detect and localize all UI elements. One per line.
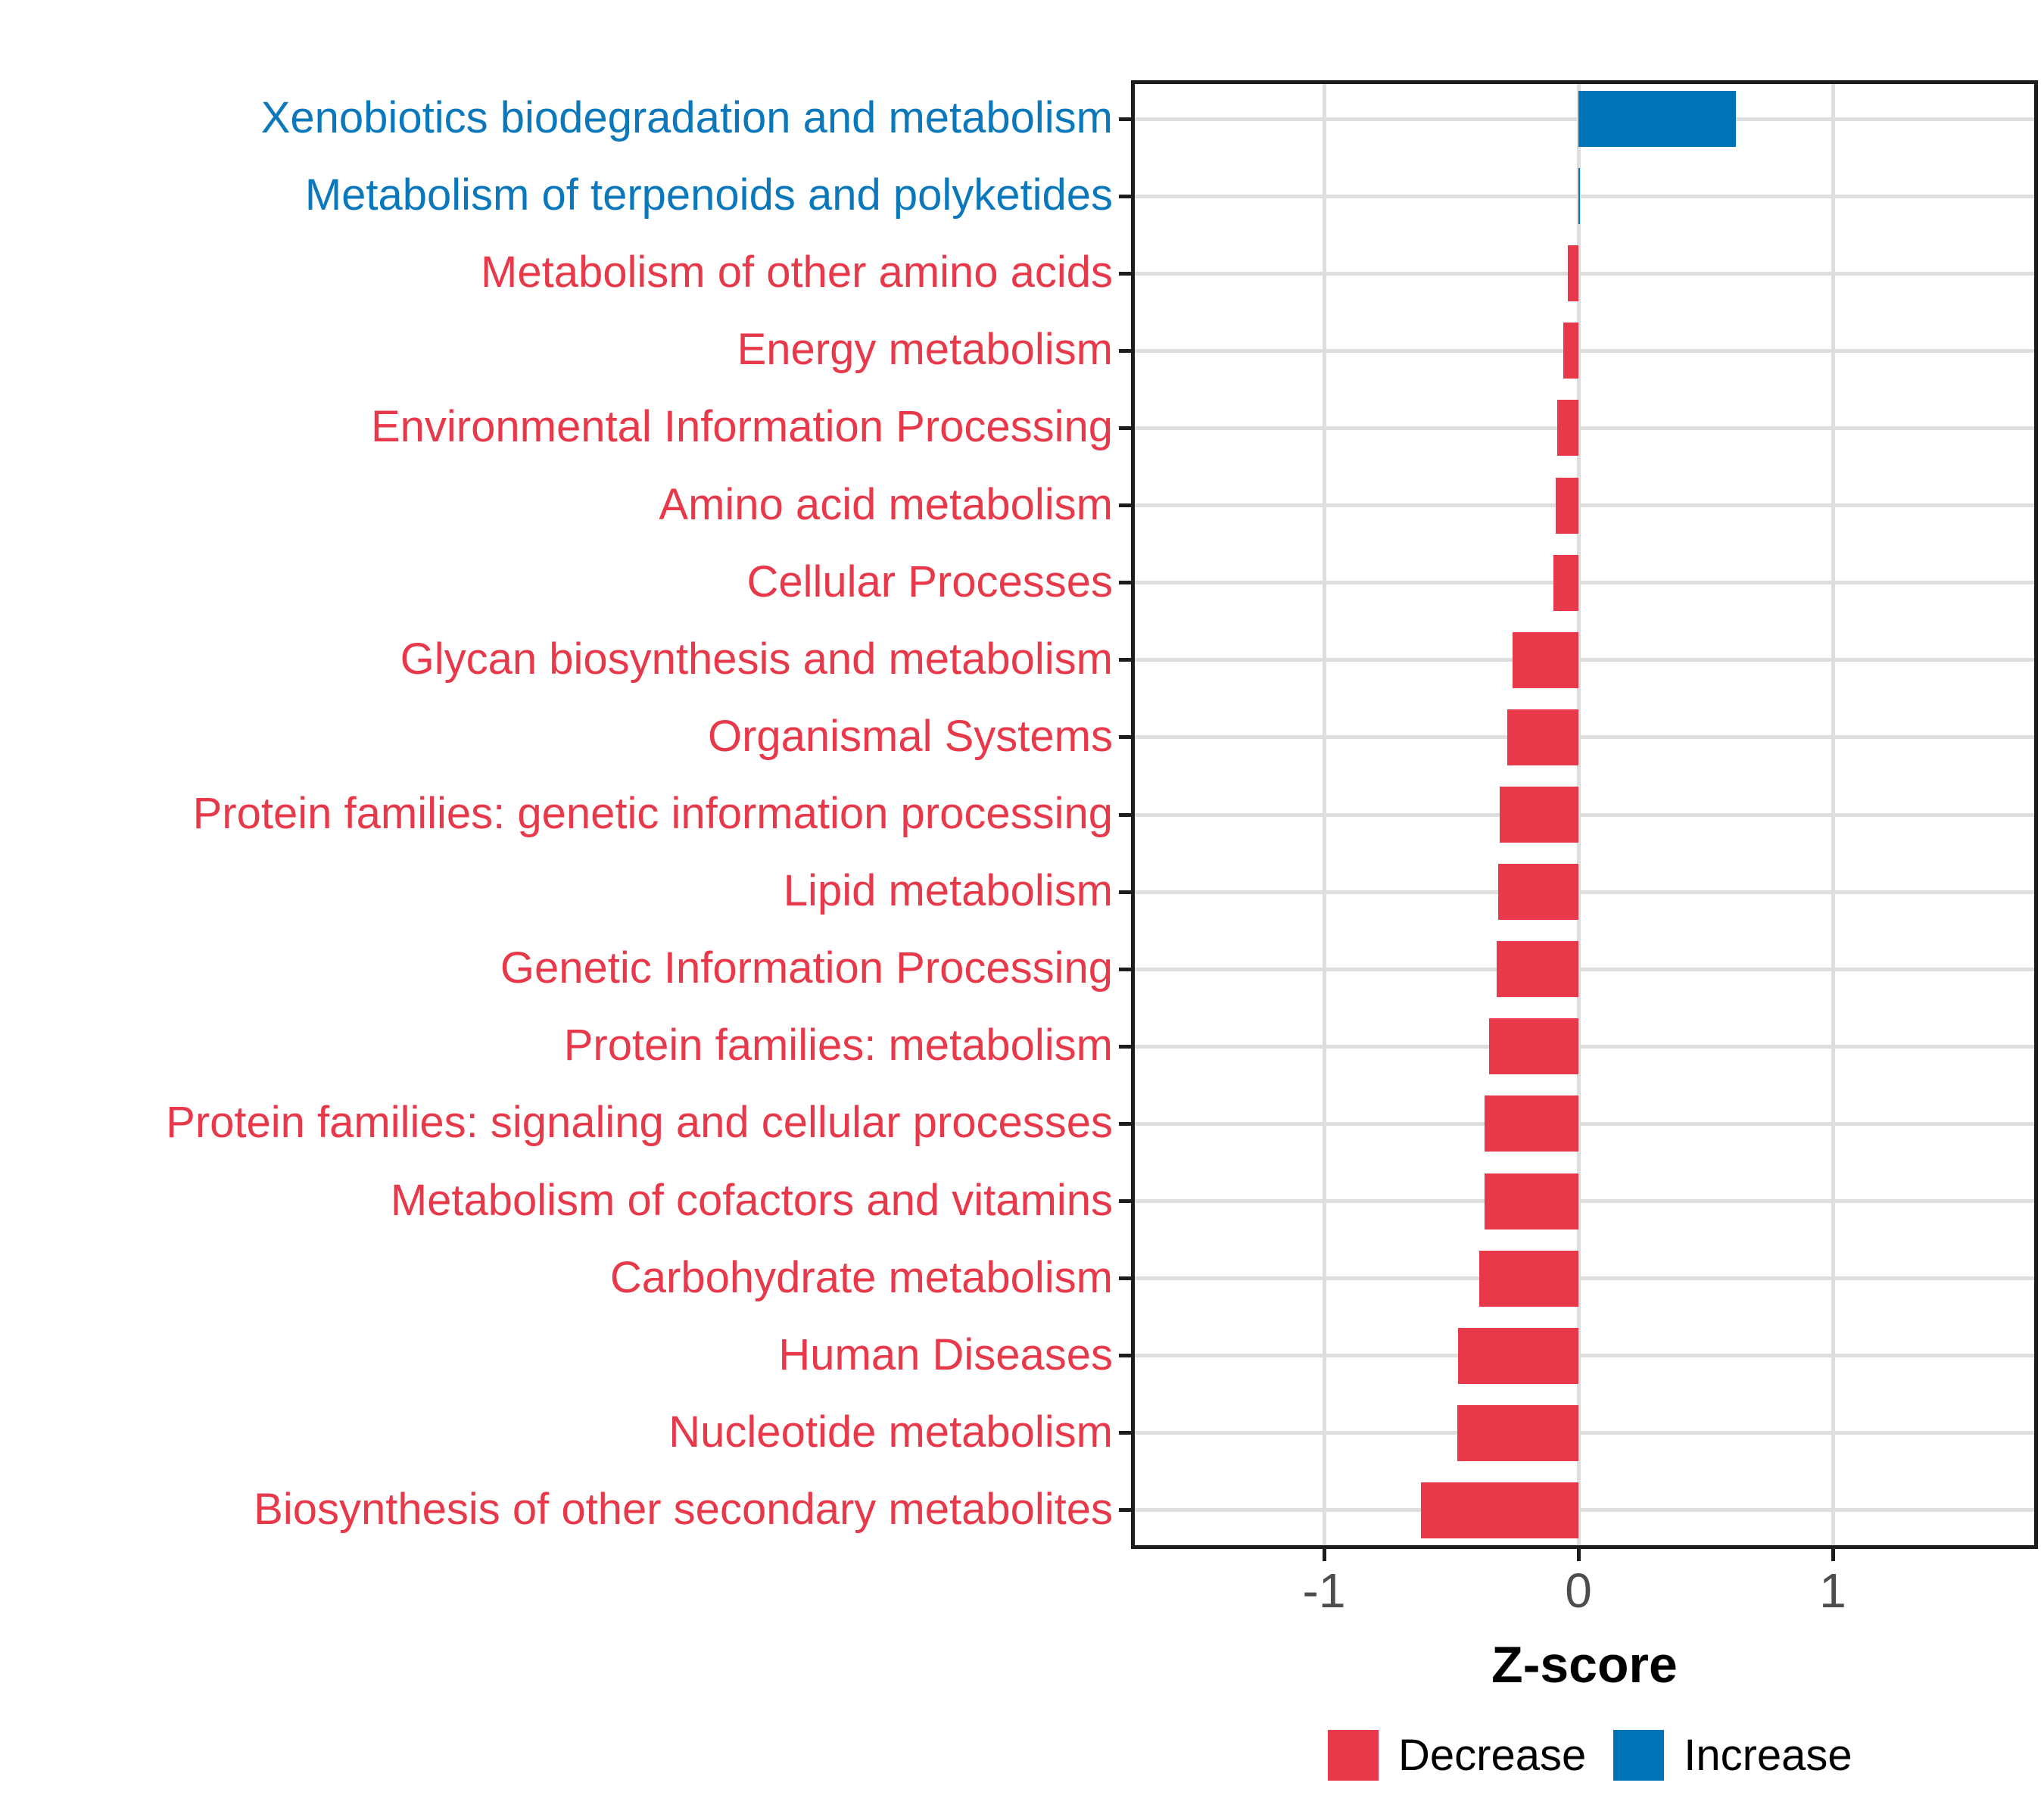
y-axis-label: Xenobiotics biodegradation and metabolis… xyxy=(260,92,1113,142)
gridline-horizontal xyxy=(1131,1199,2038,1204)
y-axis-tick xyxy=(1119,658,1131,662)
bar xyxy=(1556,477,1578,534)
bar xyxy=(1563,323,1578,379)
y-axis-tick xyxy=(1119,503,1131,508)
gridline-horizontal xyxy=(1131,1354,2038,1358)
y-axis-tick xyxy=(1119,1354,1131,1358)
bar xyxy=(1478,1250,1578,1307)
bar xyxy=(1498,864,1578,921)
y-axis-label: Amino acid metabolism xyxy=(659,479,1113,529)
gridline-horizontal xyxy=(1131,890,2038,894)
y-axis-label: Organismal Systems xyxy=(707,711,1113,761)
bar xyxy=(1567,245,1578,302)
gridline-horizontal xyxy=(1131,1431,2038,1435)
bar xyxy=(1497,941,1578,998)
y-axis-label: Biosynthesis of other secondary metaboli… xyxy=(254,1484,1113,1534)
bar xyxy=(1557,400,1578,457)
gridline-horizontal xyxy=(1131,967,2038,971)
y-axis-tick xyxy=(1119,271,1131,276)
bar xyxy=(1420,1482,1578,1538)
y-axis-label: Protein families: signaling and cellular… xyxy=(166,1098,1113,1148)
y-axis-tick xyxy=(1119,890,1131,894)
y-axis-label: Carbohydrate metabolism xyxy=(609,1252,1113,1302)
y-axis-label: Protein families: metabolism xyxy=(563,1021,1113,1071)
y-axis-label: Nucleotide metabolism xyxy=(668,1407,1113,1457)
y-axis-label: Energy metabolism xyxy=(737,325,1113,375)
legend-label-decrease: Decrease xyxy=(1398,1731,1587,1780)
gridline-horizontal xyxy=(1131,1121,2038,1126)
x-axis-tick-label: -1 xyxy=(1302,1563,1346,1618)
gridline-horizontal xyxy=(1131,812,2038,817)
y-axis-label: Protein families: genetic information pr… xyxy=(192,788,1113,838)
gridline-horizontal xyxy=(1131,581,2038,585)
legend: Decrease Increase xyxy=(1328,1730,1852,1781)
gridline-horizontal xyxy=(1131,425,2038,430)
legend-label-increase: Increase xyxy=(1684,1731,1852,1780)
x-axis-tick xyxy=(1831,1549,1835,1561)
y-axis-label: Metabolism of terpenoids and polyketides xyxy=(304,170,1113,220)
gridline-horizontal xyxy=(1131,1044,2038,1049)
y-axis-label: Metabolism of cofactors and vitamins xyxy=(390,1175,1113,1225)
bar xyxy=(1457,1404,1578,1461)
y-axis-tick xyxy=(1119,1276,1131,1281)
gridline-horizontal xyxy=(1131,271,2038,276)
x-axis-tick xyxy=(1576,1549,1581,1561)
bar xyxy=(1499,787,1578,843)
x-axis-tick-label: 0 xyxy=(1565,1563,1592,1618)
gridline-horizontal xyxy=(1131,503,2038,508)
bar xyxy=(1484,1095,1578,1152)
bar xyxy=(1458,1327,1578,1384)
legend-swatch-increase xyxy=(1613,1730,1665,1781)
bar xyxy=(1484,1173,1578,1230)
y-axis-tick xyxy=(1119,967,1131,971)
gridline-horizontal xyxy=(1131,735,2038,740)
y-axis-tick xyxy=(1119,1044,1131,1049)
y-axis-tick xyxy=(1119,735,1131,740)
y-axis-tick xyxy=(1119,194,1131,198)
y-axis-label: Glycan biosynthesis and metabolism xyxy=(400,634,1113,684)
gridline-horizontal xyxy=(1131,194,2038,198)
gridline-horizontal xyxy=(1131,1508,2038,1513)
y-axis-tick xyxy=(1119,1508,1131,1513)
bar xyxy=(1489,1018,1578,1075)
y-axis-label: Genetic Information Processing xyxy=(500,943,1113,993)
gridline-horizontal xyxy=(1131,348,2038,353)
x-axis-tick-label: 1 xyxy=(1819,1563,1846,1618)
bar xyxy=(1578,91,1737,148)
y-axis-tick xyxy=(1119,1431,1131,1435)
y-axis-label: Environmental Information Processing xyxy=(370,402,1113,452)
y-axis-tick xyxy=(1119,812,1131,817)
bar xyxy=(1507,709,1578,765)
y-axis-tick xyxy=(1119,1199,1131,1204)
bar xyxy=(1578,168,1581,225)
x-axis-title: Z-score xyxy=(1491,1636,1678,1694)
x-axis-tick xyxy=(1322,1549,1326,1561)
y-axis-label: Cellular Processes xyxy=(746,556,1113,606)
y-axis-label: Metabolism of other amino acids xyxy=(481,248,1113,298)
y-axis-tick xyxy=(1119,581,1131,585)
gridline-horizontal xyxy=(1131,658,2038,662)
y-axis-tick xyxy=(1119,348,1131,353)
legend-swatch-decrease xyxy=(1328,1730,1379,1781)
y-axis-label: Lipid metabolism xyxy=(783,865,1113,915)
y-axis-tick xyxy=(1119,117,1131,121)
y-axis-label: Human Diseases xyxy=(778,1329,1113,1379)
gridline-horizontal xyxy=(1131,1276,2038,1281)
bar xyxy=(1512,631,1578,688)
bar xyxy=(1553,554,1578,611)
y-axis-tick xyxy=(1119,1121,1131,1126)
y-axis-tick xyxy=(1119,425,1131,430)
